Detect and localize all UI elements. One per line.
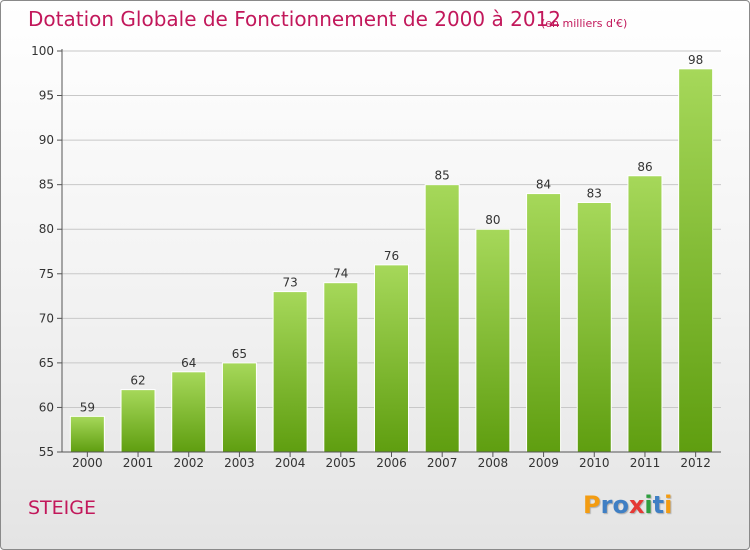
x-tick-label: 2009 [528, 456, 559, 470]
logo-letter: P [583, 491, 601, 519]
y-tick-labels: 55 60 65 70 75 80 85 90 95 100 [31, 44, 54, 459]
x-tick-label: 2007 [427, 456, 458, 470]
x-tick-label: 2010 [579, 456, 610, 470]
data-label-2007: 85 [435, 169, 450, 183]
y-tick-label: 80 [39, 222, 54, 236]
chart-title: Dotation Globale de Fonctionnement de 20… [28, 7, 561, 31]
bar-2000 [69, 415, 105, 453]
y-tick-label: 90 [39, 133, 54, 147]
data-label-2003: 65 [232, 347, 247, 361]
x-tick-label: 2005 [326, 456, 357, 470]
logo-letter: r [600, 491, 613, 519]
logo-letter: i [664, 491, 673, 519]
data-label-2000: 59 [80, 400, 95, 414]
logo-letter: t [652, 491, 665, 519]
x-tick-label: 2008 [478, 456, 509, 470]
logo-letter: o [612, 491, 629, 519]
logo-letter: x [628, 491, 645, 519]
data-label-2001: 62 [130, 374, 145, 388]
y-tick-label: 95 [39, 89, 54, 103]
bar-2011 [627, 175, 663, 453]
x-tick-label: 2006 [376, 456, 407, 470]
y-tick-label: 70 [39, 311, 54, 325]
bar-2005 [323, 282, 359, 453]
y-tick-label: 100 [31, 44, 54, 58]
y-tick-label: 75 [39, 267, 54, 281]
x-tick-label: 2002 [173, 456, 204, 470]
y-tick-label: 85 [39, 178, 54, 192]
proxiti-logo: Proxiti [583, 491, 672, 519]
chart-subtitle: (en milliers d'€) [541, 17, 628, 30]
bar-2008 [475, 228, 511, 453]
bar-2006 [374, 264, 409, 453]
y-tick-label: 60 [39, 400, 54, 414]
bar-2001 [120, 389, 156, 453]
bars [69, 68, 714, 453]
bar-2004 [272, 291, 308, 453]
data-label-2006: 76 [384, 249, 399, 263]
bar-2002 [171, 371, 207, 453]
x-tick-label: 2012 [680, 456, 711, 470]
y-tick-label: 65 [39, 356, 54, 370]
commune-name: STEIGE [28, 497, 97, 519]
data-label-2009: 84 [536, 178, 551, 192]
data-label-2004: 73 [282, 276, 297, 290]
y-tick-label: 55 [39, 445, 54, 459]
data-label-2008: 80 [485, 213, 500, 227]
data-label-2010: 83 [587, 186, 602, 200]
x-tick-label: 2011 [630, 456, 661, 470]
data-label-2012: 98 [688, 53, 703, 67]
data-label-2005: 74 [333, 267, 348, 281]
x-tick-labels: 2000 2001 2002 2003 2004 2005 2006 2007 2008 2009… [72, 456, 711, 470]
data-label-2011: 86 [637, 160, 652, 174]
data-labels: 59 62 64 65 73 74 76 85 80 84 83 86 98 [80, 53, 704, 415]
x-tick-label: 2001 [123, 456, 154, 470]
x-tick-label: 2000 [72, 456, 103, 470]
x-tick-label: 2003 [224, 456, 255, 470]
axes [57, 49, 721, 457]
x-tick-label: 2004 [275, 456, 306, 470]
data-label-2002: 64 [181, 356, 196, 370]
logo-letter: i [644, 491, 653, 519]
bar-2010 [576, 201, 612, 453]
bar-2012 [678, 68, 714, 453]
bar-2009 [526, 193, 562, 453]
bar-2003 [221, 362, 257, 453]
bar-2007 [424, 184, 460, 453]
